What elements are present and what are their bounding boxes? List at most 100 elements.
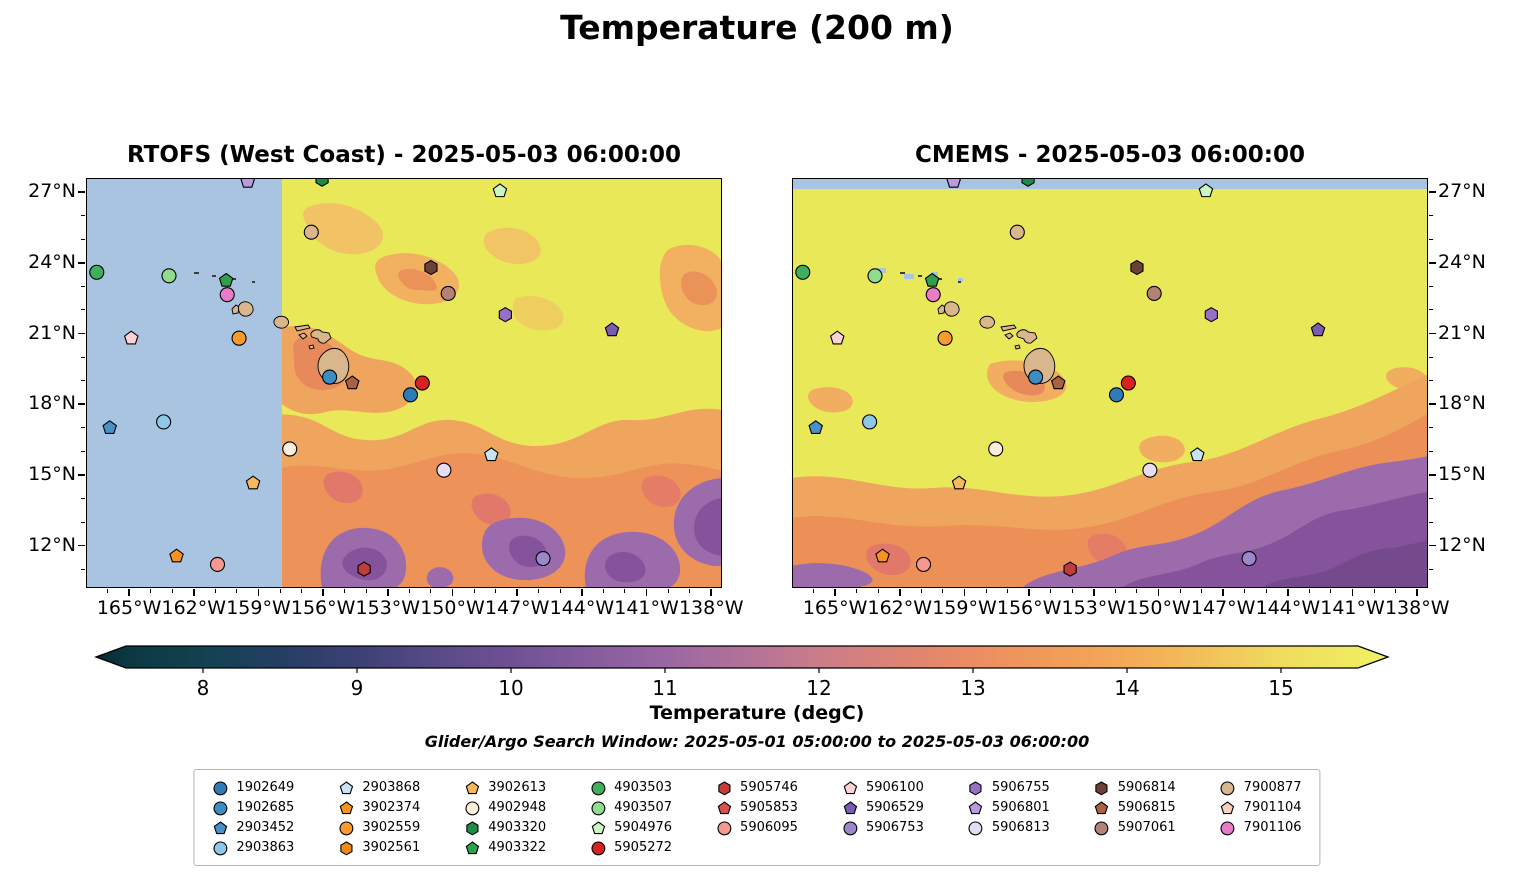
legend-item-3902561: 3902561 [338, 838, 420, 857]
legend-marker-circle-icon [843, 820, 857, 835]
legend-marker-circle-icon [213, 780, 228, 795]
float-marker-2903863 [862, 414, 878, 430]
lon-minor-tick [689, 589, 691, 593]
lon-minor-tick [985, 589, 987, 593]
float-marker-5906095 [915, 556, 932, 572]
lon-minor-tick [236, 589, 238, 593]
lon-minor-tick [344, 589, 346, 593]
lon-minor-tick [495, 589, 497, 593]
legend-marker-shape [717, 820, 731, 835]
lon-minor-tick [813, 589, 815, 593]
lon-minor-tick [942, 589, 944, 593]
lat-minor-tick [1429, 497, 1433, 499]
legend-marker-shape [968, 820, 983, 835]
island [237, 301, 254, 317]
legend-marker-circle-icon [591, 840, 606, 855]
legend-marker-shape [213, 780, 228, 795]
lon-tick [1222, 589, 1224, 596]
float-marker-7901106 [219, 287, 235, 303]
float-marker-1902685 [322, 369, 338, 385]
legend-item-4903320: 4903320 [464, 818, 546, 837]
lat-minor-tick [80, 568, 85, 570]
legend-marker-circle-icon [717, 820, 731, 835]
legend-column: 5906100 5906529 5906753 [842, 778, 924, 857]
lat-tick-label: 18°N [1438, 392, 1486, 415]
island [1014, 344, 1021, 350]
legend-marker-circle-icon [591, 800, 606, 815]
lat-tick [77, 403, 85, 405]
legend-marker-shape [969, 780, 982, 795]
legend-float-id: 5906755 [991, 780, 1050, 795]
lon-tick [710, 589, 712, 596]
legend-marker-hexagon-icon [1095, 780, 1108, 795]
legend-float-id: 3902561 [362, 840, 421, 855]
lon-minor-tick [1265, 589, 1267, 593]
colorbar-tick-label: 11 [652, 676, 678, 700]
lat-tick-label: 24°N [28, 250, 76, 273]
lat-minor-tick [80, 521, 85, 523]
lat-minor-tick [1429, 356, 1433, 358]
legend-float-id: 4903320 [488, 820, 547, 835]
legend-marker-circle-icon [968, 820, 983, 835]
float-marker-3902374 [169, 548, 184, 563]
legend-float-id: 5907061 [1117, 820, 1176, 835]
legend-float-id: 5905853 [740, 800, 798, 815]
lat-tick [77, 262, 85, 264]
lat-tick [1429, 332, 1436, 335]
legend-float-id: 5904976 [614, 820, 673, 835]
float-marker-5907061 [1146, 285, 1162, 302]
legend-marker-hexagon-icon [717, 780, 731, 795]
float-marker-5906815 [1050, 375, 1066, 390]
legend-item-7901106: 7901106 [1220, 818, 1302, 837]
lon-tick [1093, 589, 1095, 596]
lon-minor-tick [602, 589, 604, 593]
legend-marker-hexagon-icon [340, 840, 353, 855]
colorbar-tick-marks [202, 668, 1282, 673]
float-marker-3902559 [937, 330, 953, 346]
cmems-panel-title: CMEMS - 2025-05-03 06:00:00 [914, 142, 1306, 168]
float-marker-4902948 [988, 441, 1004, 457]
float-marker-5906529 [1310, 322, 1326, 337]
lon-minor-tick [473, 589, 475, 593]
lat-tick [77, 191, 85, 193]
legend-float-id: 5906095 [740, 820, 798, 835]
float-marker-5905746 [357, 561, 371, 577]
lat-minor-tick [80, 356, 85, 358]
island [1000, 324, 1017, 332]
legend-column: 5906814 5906815 5907061 [1094, 778, 1176, 857]
legend-float-id: 3902613 [488, 780, 547, 795]
lon-tick-label: 147°W [1190, 597, 1256, 619]
float-marker-5905272 [1120, 375, 1136, 391]
float-markers-layer [795, 178, 1326, 577]
lon-minor-tick [856, 589, 858, 593]
lon-tick [1157, 589, 1160, 596]
legend-marker-circle-icon [1220, 780, 1235, 795]
float-marker-4902948 [282, 441, 298, 457]
float-marker-3902613 [245, 475, 261, 490]
legend-float-id: 2903868 [362, 780, 421, 795]
lat-minor-tick [1429, 238, 1433, 240]
legend-marker-pentagon-icon [591, 820, 605, 834]
lat-minor-tick [1429, 521, 1433, 523]
float-marker-4903507 [161, 268, 177, 284]
legend-float-id: 7901106 [1243, 820, 1302, 835]
lon-minor-tick [1007, 589, 1009, 593]
colorbar-tick-label: 14 [1114, 676, 1140, 700]
legend-marker-shape [717, 780, 731, 795]
legend-marker-circle-icon [591, 780, 606, 795]
legend-float-id: 2903863 [236, 840, 295, 855]
float-marker-7900877 [303, 224, 319, 240]
legend-marker-circle-icon [1094, 820, 1109, 835]
lat-minor-tick [80, 215, 85, 217]
small-island [900, 272, 905, 274]
lon-minor-tick [667, 589, 669, 593]
colorbar-tick-label: 10 [498, 676, 524, 700]
legend-float-id: 4903503 [614, 780, 673, 795]
colorbar [94, 644, 1390, 674]
legend-marker-shape [213, 840, 228, 855]
float-marker-5906100 [829, 330, 845, 345]
legend-marker-pentagon-icon [1095, 800, 1109, 814]
colorbar-tick-label: 13 [960, 676, 986, 700]
colorbar-bar [94, 645, 1390, 669]
legend-item-3902613: 3902613 [464, 778, 546, 797]
